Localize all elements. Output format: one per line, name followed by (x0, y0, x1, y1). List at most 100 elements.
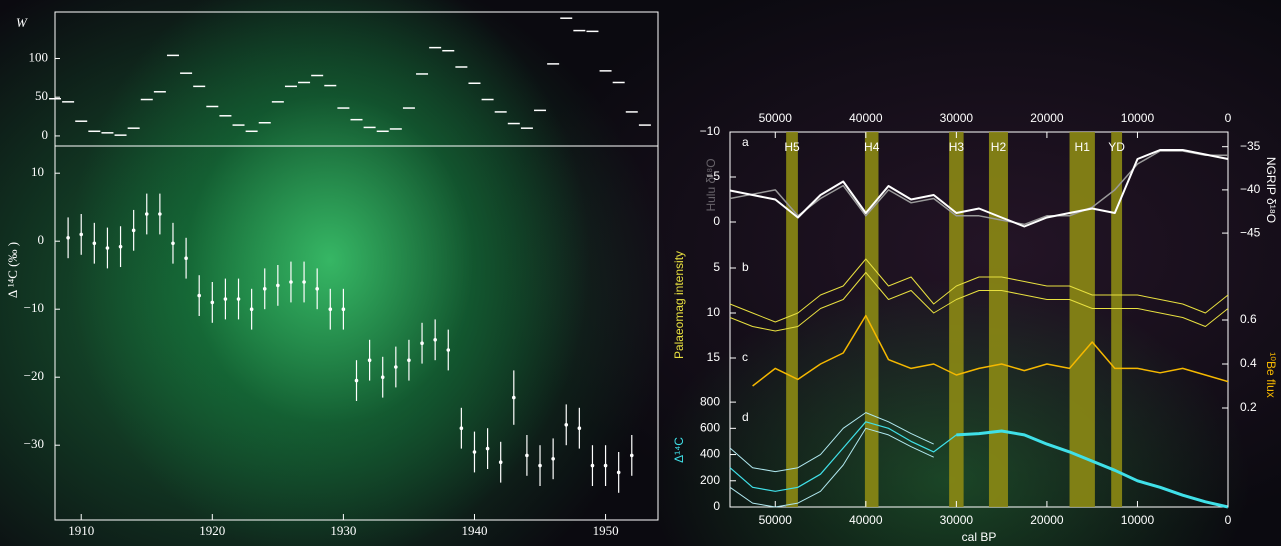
point (512, 396, 516, 400)
panel-label: d (742, 410, 749, 424)
point (328, 307, 332, 311)
y-tick-label: 0 (38, 232, 45, 247)
x-tick-label: 30000 (940, 513, 974, 527)
band (865, 132, 879, 507)
point (315, 287, 319, 291)
x-tick-label: 20000 (1030, 513, 1064, 527)
x-tick-label: 50000 (759, 513, 793, 527)
point (145, 212, 149, 216)
y-tick-label: 0.4 (1240, 356, 1257, 370)
point (171, 241, 175, 245)
point (460, 426, 464, 430)
point (237, 297, 241, 301)
y-tick-label: −45 (1240, 225, 1261, 239)
palaeomag-label: Palaeomag intensity (672, 251, 686, 359)
panel-label: c (742, 350, 748, 364)
point (184, 256, 188, 260)
right-figure: cal BP Hulu δ¹⁸O NGRIP δ¹⁸O Palaeomag in… (672, 132, 1278, 544)
y-tick-label: 10 (31, 164, 44, 179)
point (578, 426, 582, 430)
d14c-label: Δ¹⁴C (672, 437, 686, 463)
point (486, 447, 490, 451)
point (538, 464, 542, 468)
x-tick-label-top: 50000 (759, 111, 793, 125)
panel-label: b (742, 260, 749, 274)
point (473, 450, 477, 454)
point (342, 307, 346, 311)
y-tick-label: 5 (713, 260, 720, 274)
x-tick-label-top: 30000 (940, 111, 974, 125)
y-tick-label: 800 (700, 394, 720, 408)
y-tick-label: −30 (24, 436, 44, 451)
y-tick-label: 0 (713, 499, 720, 513)
x-label: cal BP (962, 530, 997, 544)
point (630, 454, 634, 458)
point (93, 241, 97, 245)
point (420, 341, 424, 345)
right-frame (730, 132, 1228, 507)
y-tick-label: 600 (700, 421, 720, 435)
point (564, 423, 568, 427)
band-label: H3 (949, 140, 965, 154)
point (604, 464, 608, 468)
point (224, 297, 228, 301)
x-tick-label: 1930 (330, 523, 356, 538)
hulu-label: Hulu δ¹⁸O (704, 158, 718, 211)
x-tick-label: 1950 (593, 523, 619, 538)
c14-label: Δ ¹⁴C (‰ ) (5, 242, 20, 298)
band-label: H4 (864, 140, 880, 154)
band (949, 132, 963, 507)
point (551, 457, 555, 461)
point (433, 338, 437, 342)
point (355, 379, 359, 383)
point (591, 464, 595, 468)
point (79, 233, 83, 237)
panel-label: a (742, 135, 749, 149)
x-tick-label: 10000 (1121, 513, 1155, 527)
point (407, 358, 411, 362)
x-tick-label: 1920 (199, 523, 225, 538)
y-tick-label: −20 (24, 368, 44, 383)
series-line (730, 151, 1228, 224)
point (394, 365, 398, 369)
y-tick-label: 100 (29, 49, 49, 64)
ngrip-label: NGRIP δ¹⁸O (1264, 157, 1278, 223)
y-tick-label: −10 (24, 300, 44, 315)
point (289, 280, 293, 284)
point (276, 284, 280, 288)
x-tick-label: 40000 (849, 513, 883, 527)
point (211, 301, 215, 305)
x-tick-label: 1910 (68, 523, 94, 538)
x-tick-label-top: 10000 (1121, 111, 1155, 125)
y-tick-label: 0 (713, 214, 720, 228)
point (617, 471, 621, 475)
y-tick-label: 0.2 (1240, 400, 1257, 414)
point (368, 358, 372, 362)
series-line (730, 273, 1228, 332)
series-line (730, 150, 1228, 227)
y-tick-label: 400 (700, 447, 720, 461)
x-tick-label-top: 40000 (849, 111, 883, 125)
point (158, 212, 162, 216)
band (786, 132, 798, 507)
y-tick-label: −10 (700, 124, 721, 138)
band-label: H2 (991, 140, 1007, 154)
y-tick-label: 200 (700, 473, 720, 487)
point (499, 460, 503, 464)
point (132, 229, 136, 233)
band (989, 132, 1008, 507)
y-tick-label: −5 (706, 169, 720, 183)
y-tick-label: −35 (1240, 139, 1261, 153)
x-tick-label: 1940 (461, 523, 487, 538)
band-label: YD (1108, 140, 1125, 154)
point (525, 454, 529, 458)
x-tick-label: 0 (1225, 513, 1232, 527)
y-tick-label: 50 (35, 88, 48, 103)
point (263, 287, 267, 291)
point (250, 307, 254, 311)
left-frame (55, 12, 658, 520)
y-tick-label: −40 (1240, 182, 1261, 196)
band-label: H5 (784, 140, 800, 154)
